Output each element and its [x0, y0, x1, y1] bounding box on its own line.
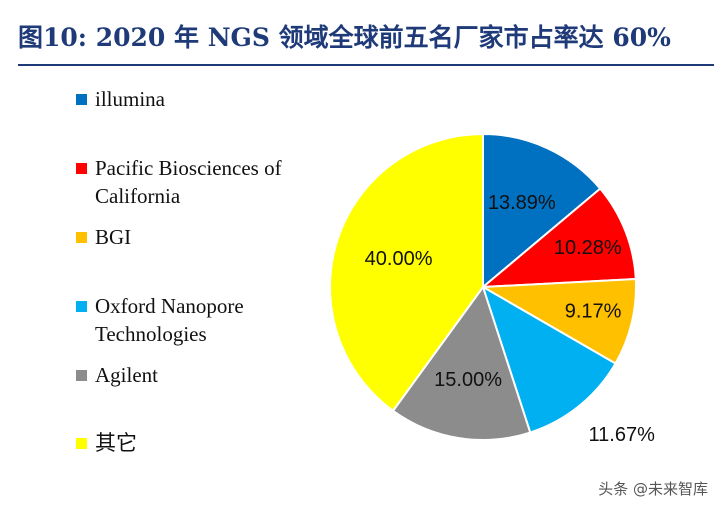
pie-slice-agilent: [391, 284, 532, 441]
title-underline: [18, 64, 714, 66]
legend-swatch-other: [76, 438, 87, 449]
pie-slice-other: [329, 132, 484, 413]
figure-title: 图10: 2020 年 NGS 领域全球前五名厂家市占率达 60%: [18, 23, 671, 52]
data-label-other: 40.00%: [365, 248, 433, 270]
legend-label: illumina: [95, 87, 165, 111]
legend-item-illumina: illumina: [76, 85, 165, 113]
data-label-agilent: 15.00%: [434, 369, 502, 391]
watermark: 头条 @未来智库: [598, 480, 708, 498]
legend-label: Oxford Nanopore Technologies: [95, 294, 244, 346]
legend-swatch-illumina: [76, 94, 87, 105]
legend-swatch-oxford-nanopore: [76, 301, 87, 312]
pie-slice-oxford-nanopore: [481, 284, 617, 434]
legend-item-agilent: Agilent: [76, 361, 158, 389]
legend-item-oxford-nanopore: Oxford Nanopore Technologies: [76, 292, 244, 348]
legend-label: BGI: [95, 225, 132, 249]
data-label-bgi: 9.17%: [565, 300, 622, 322]
legend-swatch-pacbio: [76, 163, 87, 174]
legend-item-other: 其它: [76, 429, 137, 457]
legend-label: Agilent: [95, 363, 158, 387]
pie-slice-bgi: [479, 277, 637, 365]
legend-item-pacbio: Pacific Biosciences of California: [76, 154, 282, 210]
data-label-pacbio: 10.28%: [554, 237, 622, 259]
pie-slice-illumina: [482, 132, 602, 290]
legend-label: Pacific Biosciences of California: [95, 156, 282, 208]
legend-swatch-bgi: [76, 232, 87, 243]
legend-label: 其它: [95, 431, 137, 455]
legend-swatch-agilent: [76, 370, 87, 381]
data-label-oxford-nanopore: 11.67%: [589, 424, 656, 446]
pie-slice-pacbio: [480, 187, 637, 289]
legend-item-bgi: BGI: [76, 223, 131, 251]
chart-legend: illumina Pacific Biosciences of Californ…: [76, 85, 356, 465]
data-label-illumina: 13.89%: [488, 192, 556, 214]
